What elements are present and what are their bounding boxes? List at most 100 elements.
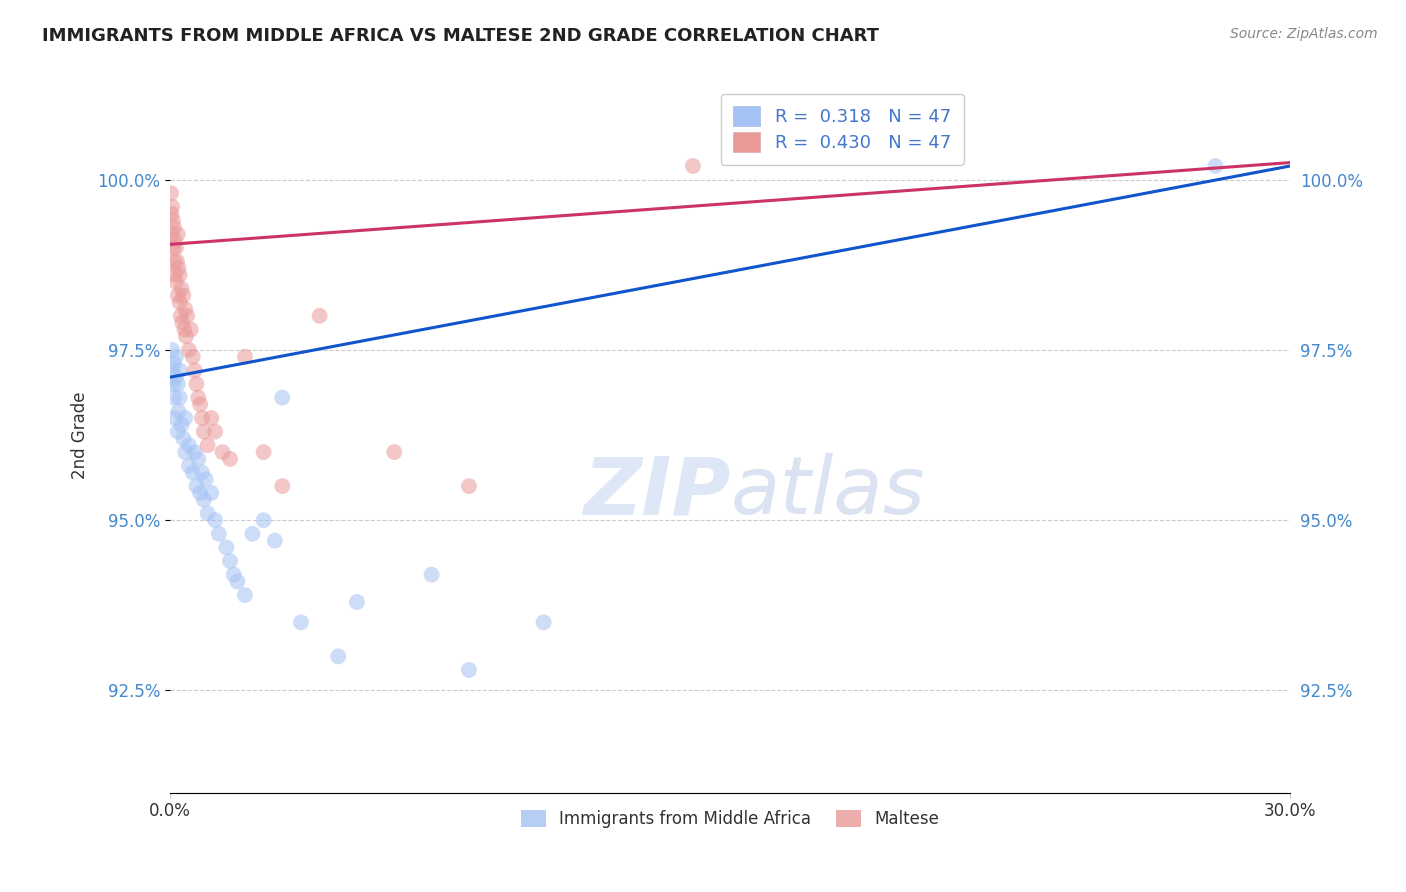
Point bbox=[187, 391, 209, 405]
Point bbox=[200, 486, 222, 500]
Point bbox=[204, 425, 226, 439]
Point bbox=[197, 438, 219, 452]
Point bbox=[162, 213, 184, 227]
Point bbox=[271, 479, 294, 493]
Point bbox=[165, 350, 187, 364]
Point bbox=[169, 363, 191, 377]
Text: IMMIGRANTS FROM MIDDLE AFRICA VS MALTESE 2ND GRADE CORRELATION CHART: IMMIGRANTS FROM MIDDLE AFRICA VS MALTESE… bbox=[42, 27, 879, 45]
Point bbox=[163, 254, 186, 268]
Point bbox=[160, 200, 183, 214]
Point bbox=[163, 220, 186, 235]
Point bbox=[163, 234, 186, 248]
Point bbox=[197, 507, 219, 521]
Text: Source: ZipAtlas.com: Source: ZipAtlas.com bbox=[1230, 27, 1378, 41]
Point bbox=[420, 567, 443, 582]
Point bbox=[533, 615, 555, 630]
Point bbox=[226, 574, 249, 589]
Point bbox=[165, 275, 187, 289]
Point bbox=[177, 343, 200, 357]
Point bbox=[382, 445, 405, 459]
Point bbox=[160, 363, 183, 377]
Point bbox=[165, 241, 187, 255]
Point bbox=[233, 350, 256, 364]
Point bbox=[166, 288, 188, 302]
Point bbox=[169, 391, 191, 405]
Point bbox=[458, 663, 481, 677]
Point bbox=[170, 282, 193, 296]
Point bbox=[186, 479, 208, 493]
Point bbox=[346, 595, 368, 609]
Point bbox=[186, 376, 208, 391]
Point bbox=[172, 288, 194, 302]
Point bbox=[200, 411, 222, 425]
Point bbox=[191, 411, 214, 425]
Point bbox=[191, 466, 214, 480]
Text: atlas: atlas bbox=[730, 453, 925, 532]
Point bbox=[204, 513, 226, 527]
Point bbox=[163, 391, 186, 405]
Point bbox=[194, 472, 217, 486]
Point bbox=[177, 438, 200, 452]
Point bbox=[167, 404, 190, 418]
Point bbox=[176, 309, 198, 323]
Point bbox=[172, 432, 194, 446]
Point bbox=[166, 227, 188, 241]
Y-axis label: 2nd Grade: 2nd Grade bbox=[72, 392, 89, 479]
Point bbox=[163, 411, 186, 425]
Point bbox=[1205, 159, 1227, 173]
Point bbox=[183, 445, 205, 459]
Point bbox=[177, 458, 200, 473]
Point bbox=[160, 207, 183, 221]
Point bbox=[174, 301, 197, 316]
Point bbox=[181, 350, 204, 364]
Point bbox=[162, 376, 184, 391]
Point bbox=[252, 513, 274, 527]
Point bbox=[174, 445, 197, 459]
Point bbox=[170, 309, 193, 323]
Point bbox=[160, 227, 183, 241]
Point bbox=[458, 479, 481, 493]
Point bbox=[173, 322, 195, 336]
Point bbox=[180, 322, 202, 336]
Point bbox=[187, 451, 209, 466]
Point bbox=[219, 451, 242, 466]
Point bbox=[308, 309, 330, 323]
Point bbox=[181, 466, 204, 480]
Point bbox=[208, 526, 231, 541]
Point bbox=[328, 649, 350, 664]
Point bbox=[263, 533, 285, 548]
Point bbox=[215, 541, 238, 555]
Point bbox=[252, 445, 274, 459]
Point bbox=[174, 411, 197, 425]
Point bbox=[682, 159, 704, 173]
Legend: Immigrants from Middle Africa, Maltese: Immigrants from Middle Africa, Maltese bbox=[515, 803, 946, 834]
Point bbox=[166, 376, 188, 391]
Point bbox=[233, 588, 256, 602]
Point bbox=[163, 268, 186, 282]
Point bbox=[163, 357, 186, 371]
Point bbox=[188, 486, 211, 500]
Point bbox=[165, 370, 187, 384]
Point bbox=[271, 391, 294, 405]
Point bbox=[170, 417, 193, 432]
Text: ZIP: ZIP bbox=[583, 453, 730, 532]
Point bbox=[169, 268, 191, 282]
Point bbox=[193, 492, 215, 507]
Point bbox=[193, 425, 215, 439]
Point bbox=[219, 554, 242, 568]
Point bbox=[290, 615, 312, 630]
Point bbox=[183, 363, 205, 377]
Point bbox=[160, 186, 183, 201]
Point bbox=[242, 526, 264, 541]
Point bbox=[167, 261, 190, 276]
Point bbox=[169, 295, 191, 310]
Point bbox=[172, 316, 194, 330]
Point bbox=[166, 254, 188, 268]
Point bbox=[160, 343, 183, 357]
Point bbox=[222, 567, 245, 582]
Point bbox=[174, 329, 197, 343]
Point bbox=[166, 425, 188, 439]
Point bbox=[188, 397, 211, 411]
Point bbox=[211, 445, 233, 459]
Point bbox=[162, 241, 184, 255]
